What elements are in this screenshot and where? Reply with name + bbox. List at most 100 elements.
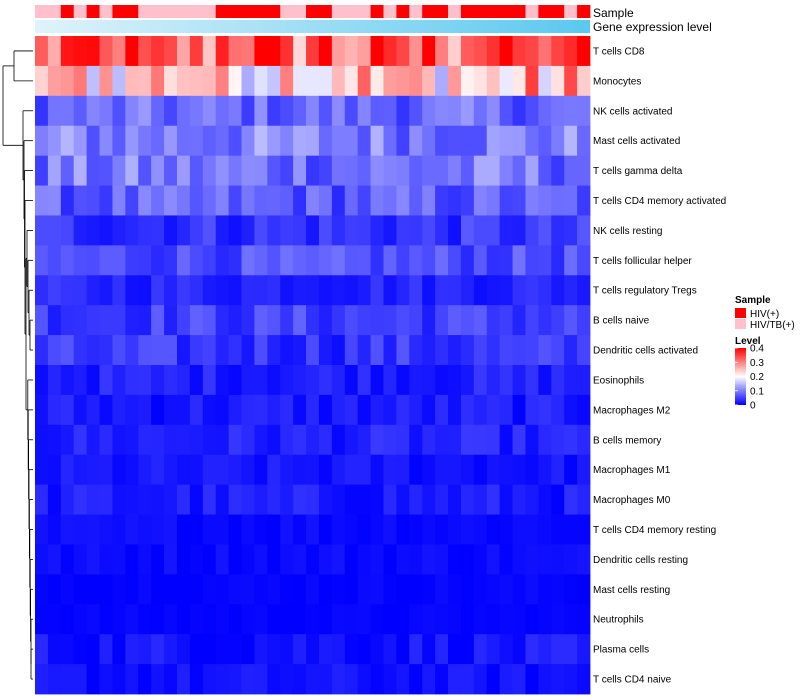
heatmap-cell: [460, 305, 475, 336]
heatmap-cell: [318, 185, 333, 216]
heatmap-cell: [35, 664, 49, 695]
heatmap-cell: [189, 275, 204, 306]
heatmap-cell: [422, 185, 436, 216]
heatmap-cell: [267, 275, 281, 306]
heatmap-cell: [47, 454, 62, 486]
heatmap-cell: [409, 634, 423, 665]
heatmap-cell: [176, 95, 191, 127]
heatmap-cell: [486, 185, 501, 216]
heatmap-cell: [228, 36, 242, 67]
sample-annotation-cell: [370, 5, 384, 18]
heatmap-cell: [73, 365, 88, 396]
heatmap-cell: [293, 424, 307, 456]
heatmap-cell: [409, 574, 423, 605]
heatmap-cell: [112, 245, 126, 276]
heatmap-cell: [318, 574, 333, 605]
heatmap-cell: [422, 484, 436, 515]
heatmap-cell: [499, 65, 513, 97]
sample-annotation-cell: [73, 5, 88, 18]
heatmap-cell: [47, 484, 62, 515]
heatmap-cell: [125, 365, 139, 396]
heatmap-cell: [318, 305, 333, 336]
heatmap-cell: [538, 65, 552, 97]
heatmap-cell: [47, 394, 62, 426]
heatmap-cell: [176, 394, 191, 426]
heatmap-cell: [525, 514, 539, 545]
heatmap-cell: [86, 484, 100, 515]
heatmap-cell: [189, 544, 204, 575]
heatmap-cell: [125, 484, 139, 515]
heatmap-cell: [241, 544, 255, 575]
heatmap-cell: [86, 65, 100, 97]
heatmap-cell: [383, 36, 397, 67]
heatmap-cell: [202, 514, 217, 545]
heatmap-cell: [73, 65, 88, 97]
heatmap-cell: [138, 275, 152, 306]
heatmap-cell: [473, 155, 488, 186]
heatmap-cell: [486, 36, 501, 67]
heatmap-cell: [473, 484, 488, 515]
heatmap-cell: [99, 215, 113, 246]
heatmap-cell: [525, 424, 539, 456]
heatmap-cell: [164, 95, 178, 127]
heatmap-cell: [551, 664, 565, 695]
heatmap-cell: [254, 155, 268, 186]
heatmap-cell: [60, 365, 75, 396]
heatmap-cell: [47, 574, 62, 605]
heatmap-cell: [202, 335, 217, 366]
heatmap-cell: [60, 424, 75, 456]
heatmap-cell: [396, 155, 410, 186]
heatmap-cell: [357, 335, 371, 366]
heatmap-cell: [73, 95, 88, 127]
heatmap-cell: [538, 95, 552, 127]
heatmap-cell: [564, 245, 578, 276]
heatmap-cell: [551, 155, 565, 186]
heatmap-cell: [460, 365, 475, 396]
heatmap-cell: [331, 245, 346, 276]
heatmap-cell: [473, 185, 488, 216]
heatmap-cell: [370, 394, 384, 426]
heatmap-cell: [86, 634, 100, 665]
heatmap-cell: [383, 215, 397, 246]
heatmap-cell: [176, 634, 191, 665]
heatmap-cell: [383, 365, 397, 396]
heatmap-cell: [422, 424, 436, 456]
sample-annotation-cell: [293, 5, 307, 18]
heatmap-cell: [422, 245, 436, 276]
heatmap-cell: [86, 514, 100, 545]
heatmap-cell: [383, 424, 397, 456]
heatmap-cell: [564, 305, 578, 336]
heatmap-cell: [293, 394, 307, 426]
heatmap-cell: [306, 275, 320, 306]
heatmap-cell: [125, 155, 139, 186]
heatmap-cell: [512, 125, 526, 157]
heatmap-cell: [448, 185, 462, 216]
heatmap-cell: [357, 574, 371, 605]
heatmap-cell: [331, 454, 346, 486]
heatmap-cell: [396, 36, 410, 67]
heatmap-cell: [409, 185, 423, 216]
heatmap-cell: [86, 664, 100, 695]
heatmap-cell: [189, 305, 204, 336]
heatmap-cell: [112, 514, 126, 545]
heatmap-cell: [267, 65, 281, 97]
heatmap-cell: [73, 275, 88, 306]
sample-annotation-cell: [241, 5, 255, 18]
heatmap-cell: [215, 454, 230, 486]
heatmap-cell: [254, 335, 268, 366]
heatmap-cell: [306, 664, 320, 695]
heatmap-cell: [254, 574, 268, 605]
heatmap-cell: [551, 544, 565, 575]
heatmap-cell: [35, 95, 49, 127]
heatmap-cell: [525, 155, 539, 186]
heatmap-cell: [331, 125, 346, 157]
sample-legend-title: Sample: [735, 295, 771, 306]
heatmap-cell: [189, 454, 204, 486]
heatmap-cell: [551, 634, 565, 665]
heatmap-cell: [538, 424, 552, 456]
heatmap-cell: [241, 424, 255, 456]
heatmap-cell: [176, 604, 191, 635]
heatmap-cell: [151, 574, 165, 605]
heatmap-cell: [254, 604, 268, 635]
heatmap-cell: [538, 574, 552, 605]
